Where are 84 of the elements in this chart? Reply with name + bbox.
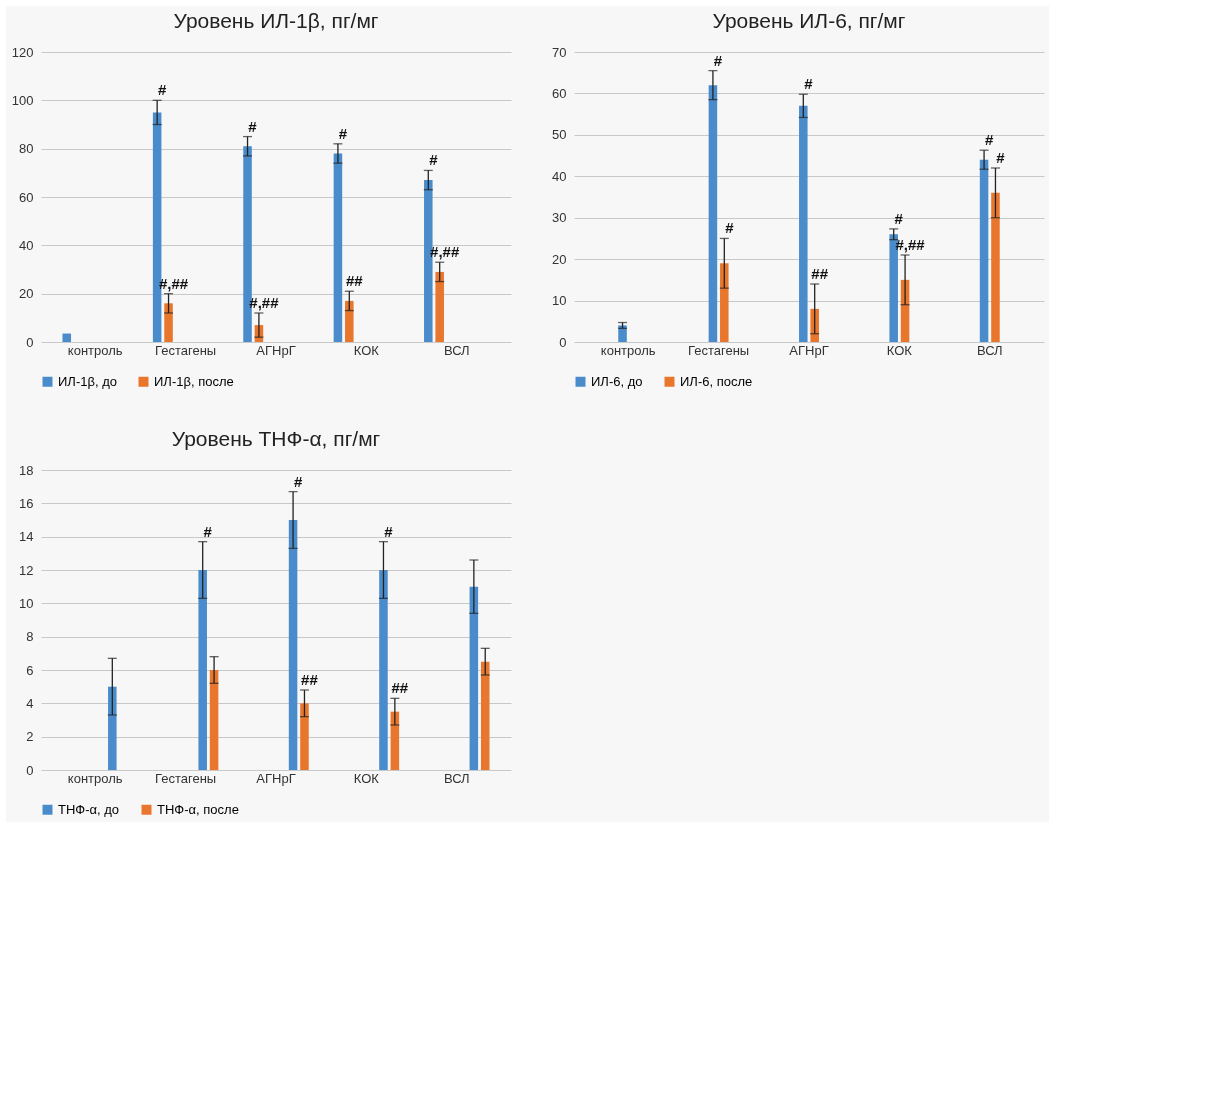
bar <box>720 263 729 342</box>
y-tick-label: 16 <box>19 495 34 511</box>
y-tick-label: 80 <box>19 141 34 157</box>
bar <box>164 303 173 342</box>
legend-label: ТНФ-α, после <box>157 801 239 817</box>
x-tick-label: КОК <box>353 342 380 358</box>
bar <box>345 300 354 342</box>
y-tick-label: 12 <box>19 562 34 578</box>
y-tick-label: 0 <box>26 762 34 778</box>
y-tick-label: 20 <box>552 251 567 267</box>
data-label: ## <box>391 679 409 697</box>
bar <box>108 686 117 770</box>
data-label: # <box>203 522 213 540</box>
y-tick-label: 30 <box>552 210 567 226</box>
bar <box>333 153 343 342</box>
data-label: # <box>157 81 167 99</box>
y-tick-label: 10 <box>552 293 567 309</box>
data-label: # <box>338 124 348 142</box>
y-tick-label: 40 <box>552 168 567 184</box>
x-tick-label: АГНрГ <box>256 342 296 358</box>
bar <box>979 159 989 342</box>
y-tick-label: 70 <box>552 44 567 60</box>
data-label: ## <box>811 265 829 282</box>
x-tick-label: ВСЛ <box>976 342 1003 358</box>
y-tick-label: 20 <box>19 286 34 302</box>
x-tick-label: ВСЛ <box>443 342 470 358</box>
y-tick-label: 18 <box>19 462 34 478</box>
chart-title: Уровень ИЛ-1β, пг/мг <box>173 9 379 32</box>
bar <box>480 661 490 770</box>
data-label: # <box>804 75 814 93</box>
data-label: # <box>713 51 723 69</box>
x-tick-label: контроль <box>67 342 123 358</box>
legend-label: ТНФ-α, до <box>58 801 120 817</box>
y-tick-label: 0 <box>26 334 34 350</box>
bar <box>288 520 298 770</box>
x-tick-label: КОК <box>353 770 380 786</box>
bar <box>209 670 219 770</box>
y-tick-label: 8 <box>26 629 34 645</box>
data-label: # <box>248 117 258 135</box>
bar <box>198 570 207 770</box>
y-tick-label: 120 <box>11 44 34 60</box>
data-label: # <box>384 522 394 540</box>
data-label: # <box>996 149 1006 166</box>
data-label: ## <box>345 272 364 290</box>
x-tick-label: АГНрГ <box>789 342 829 358</box>
y-tick-label: 60 <box>19 189 34 205</box>
data-label: # <box>894 209 904 227</box>
chart-title: Уровень ИЛ-6, пг/мг <box>712 9 906 32</box>
y-tick-label: 100 <box>11 92 34 108</box>
x-tick-label: контроль <box>67 770 123 786</box>
x-tick-label: Гестагены <box>155 770 217 786</box>
chart-title: Уровень ТНФ-α, пг/мг <box>171 427 381 450</box>
bar <box>991 192 1000 342</box>
x-tick-label: Гестагены <box>155 342 217 358</box>
x-tick-label: контроль <box>600 342 656 358</box>
x-tick-label: Гестагены <box>688 342 750 358</box>
y-tick-label: 0 <box>559 334 567 350</box>
bar <box>300 703 309 770</box>
legend-label: ИЛ-1β, до <box>58 373 117 389</box>
bar <box>708 85 718 342</box>
data-label: ## <box>301 671 319 688</box>
y-tick-label: 50 <box>552 127 567 143</box>
y-tick-label: 60 <box>552 85 567 101</box>
y-tick-label: 2 <box>26 729 34 745</box>
x-tick-label: ВСЛ <box>443 770 470 786</box>
bar <box>799 105 808 342</box>
y-tick-label: 40 <box>19 237 34 253</box>
bar <box>379 570 388 770</box>
bar <box>435 271 444 342</box>
data-label: # <box>725 219 735 237</box>
x-tick-label: КОК <box>886 342 913 358</box>
y-tick-label: 10 <box>19 595 34 611</box>
data-label: # <box>293 472 303 490</box>
bar <box>62 333 72 342</box>
y-tick-label: 4 <box>26 695 34 711</box>
bar <box>469 586 479 770</box>
data-label: # <box>429 151 439 169</box>
legend-label: ИЛ-6, до <box>591 373 643 389</box>
x-tick-label: АГНрГ <box>256 770 296 786</box>
legend-label: ИЛ-6, после <box>680 373 753 389</box>
legend-label: ИЛ-1β, после <box>154 373 234 389</box>
y-tick-label: 6 <box>26 662 34 678</box>
y-tick-label: 14 <box>19 529 34 545</box>
data-label: # <box>984 131 994 149</box>
